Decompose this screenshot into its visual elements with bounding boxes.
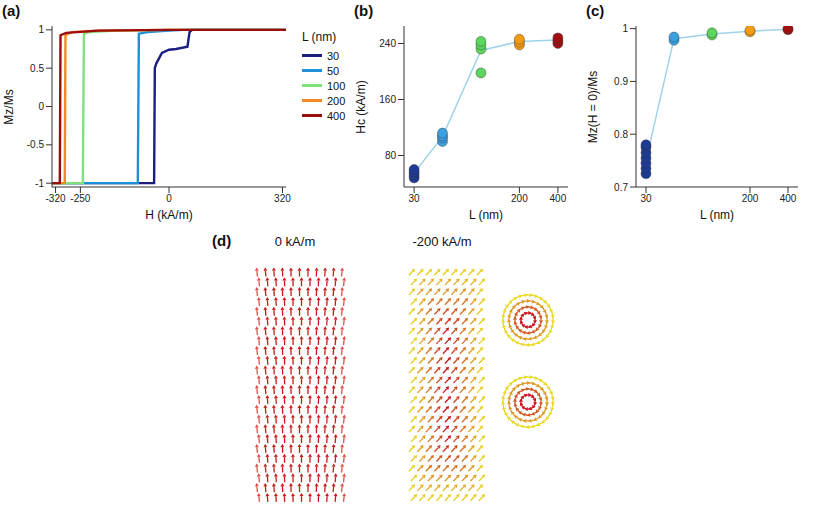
svg-text:240: 240 xyxy=(379,38,396,49)
html-text:(a): (a) xyxy=(2,2,21,19)
html-text:Hc (kA/m): Hc (kA/m) xyxy=(354,79,368,134)
svg-text:-1: -1 xyxy=(35,178,44,189)
svg-text:0.9: 0.9 xyxy=(614,76,628,87)
html-text:H (kA/m): H (kA/m) xyxy=(145,208,193,222)
svg-text:320: 320 xyxy=(274,193,291,204)
svg-text:400: 400 xyxy=(780,193,797,204)
html-text:50: 50 xyxy=(327,64,340,77)
svg-text:0.8: 0.8 xyxy=(614,129,628,140)
html-text:L (nm): L (nm) xyxy=(468,208,504,222)
html-text:L (nm): L (nm) xyxy=(699,208,735,222)
html-text:(b): (b) xyxy=(354,2,374,19)
html-text:(d): (d) xyxy=(212,232,232,249)
svg-text:30: 30 xyxy=(409,193,421,204)
svg-text:200: 200 xyxy=(742,193,759,204)
svg-text:0: 0 xyxy=(166,193,172,204)
html-text:400: 400 xyxy=(327,109,346,122)
svg-text:400: 400 xyxy=(550,193,567,204)
html-text:30: 30 xyxy=(327,49,340,62)
svg-text:30: 30 xyxy=(640,193,652,204)
svg-text:-320: -320 xyxy=(46,193,66,204)
svg-text:200: 200 xyxy=(511,193,528,204)
svg-text:0: 0 xyxy=(38,101,44,112)
svg-text:80: 80 xyxy=(385,150,397,161)
html-text:100: 100 xyxy=(327,79,346,92)
svg-text:160: 160 xyxy=(379,94,396,105)
svg-text:1: 1 xyxy=(38,24,44,35)
html-text:L (nm): L (nm) xyxy=(302,30,337,44)
svg-text:-0.5: -0.5 xyxy=(27,139,45,150)
html-text:(c): (c) xyxy=(586,2,605,19)
svg-text:1: 1 xyxy=(622,23,628,34)
html-text:0 kA/m: 0 kA/m xyxy=(274,234,316,249)
html-text:Mz(H = 0)/Ms: Mz(H = 0)/Ms xyxy=(586,70,600,143)
svg-text:-250: -250 xyxy=(70,193,90,204)
svg-text:0.5: 0.5 xyxy=(30,63,44,74)
html-text:200: 200 xyxy=(327,94,346,107)
html-text:Mz/Ms: Mz/Ms xyxy=(2,88,16,125)
html-text:-200 kA/m: -200 kA/m xyxy=(412,234,472,249)
svg-text:0.7: 0.7 xyxy=(614,182,628,193)
